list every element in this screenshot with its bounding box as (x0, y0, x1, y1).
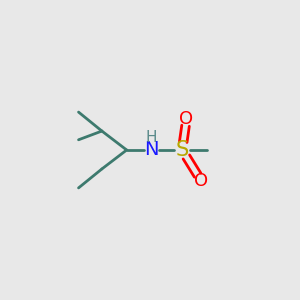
Text: S: S (176, 140, 189, 160)
Text: O: O (194, 172, 208, 190)
Text: N: N (144, 140, 159, 160)
Text: O: O (179, 110, 194, 128)
Text: H: H (146, 130, 157, 145)
